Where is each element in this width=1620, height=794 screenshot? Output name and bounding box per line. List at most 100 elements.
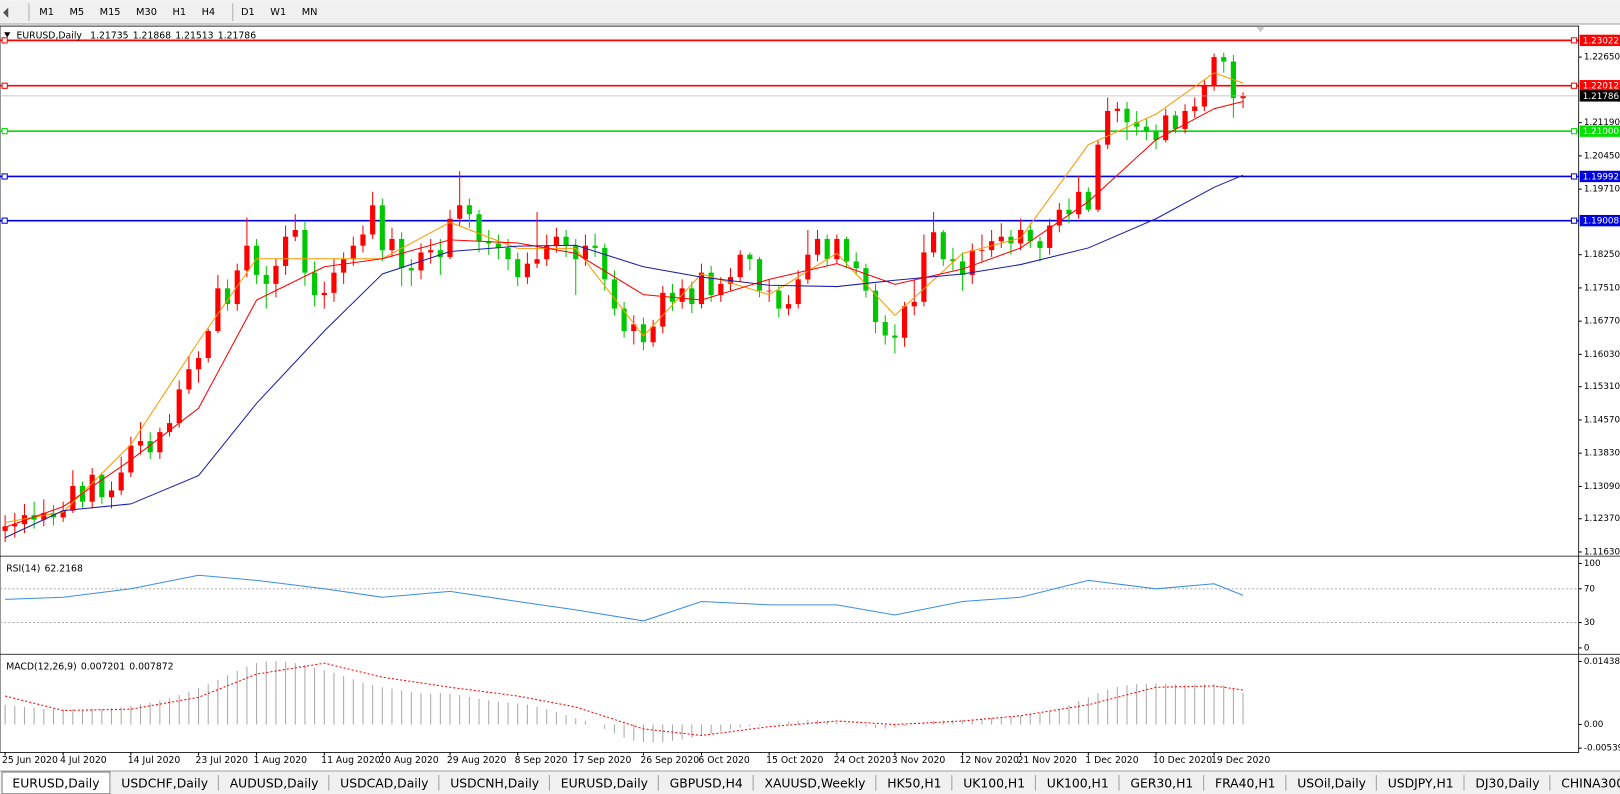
timeframe-label[interactable]: H4 [202, 7, 216, 18]
candle-body [901, 306, 908, 338]
candle-body [1153, 131, 1159, 141]
tab[interactable]: FRA40,H1 [1204, 772, 1287, 794]
tab-bg[interactable] [754, 772, 876, 794]
candle-body [1124, 108, 1130, 123]
panel-title: MACD(12,26,9) 0.007201 0.007872 [6, 661, 173, 672]
tab-bg[interactable] [439, 772, 550, 794]
tab-label[interactable]: HK50,H1 [887, 775, 941, 790]
timeframe-button[interactable]: M5 [69, 7, 84, 18]
tab[interactable]: USDCAD,Daily [329, 772, 440, 794]
candle-body [553, 236, 559, 246]
tab[interactable]: GBPUSD,H4 [659, 772, 754, 794]
tab-bg[interactable] [110, 772, 219, 794]
tab[interactable]: USOil,Daily [1286, 772, 1377, 794]
tab[interactable]: EURUSD,Daily [1, 771, 111, 794]
panel-title-name: MACD(12,26,9) [6, 661, 76, 672]
tab-bg[interactable] [1286, 772, 1377, 794]
tab-label[interactable]: USOil,Daily [1297, 775, 1366, 790]
timeframe-label[interactable]: W1 [270, 7, 286, 18]
tab-label[interactable]: XAUUSD,Weekly [764, 775, 865, 790]
tab-label[interactable]: EURUSD,Daily [12, 775, 99, 790]
tab-bg[interactable] [659, 772, 754, 794]
chart-panel [4, 660, 1244, 743]
tab-label[interactable]: USDJPY,H1 [1388, 775, 1454, 790]
tab-label[interactable]: GBPUSD,H4 [670, 775, 743, 790]
tab-bg[interactable] [550, 772, 659, 794]
candle-body [437, 250, 443, 257]
timeframe-label[interactable]: M5 [69, 7, 84, 18]
candle-body [1163, 115, 1169, 141]
candle-body [176, 389, 182, 424]
tab[interactable]: USDJPY,H1 [1377, 772, 1465, 794]
tab-label[interactable]: AUDUSD,Daily [230, 775, 319, 790]
timeframe-label[interactable]: H1 [172, 7, 186, 18]
tab-bg[interactable] [1377, 772, 1464, 794]
timeframe-label[interactable]: D1 [241, 7, 255, 18]
timeframe-button[interactable]: MN [302, 7, 318, 18]
timeframe-button[interactable]: M30 [136, 7, 157, 18]
tab-label[interactable]: UK100,H1 [963, 775, 1025, 790]
tab-bg[interactable] [1204, 772, 1286, 794]
y-tick-label: 1.12370 [1584, 514, 1620, 524]
candle-body [660, 292, 666, 327]
indicator-value: 0.007872 [129, 661, 173, 672]
tab[interactable]: DJ30,Daily [1465, 772, 1551, 794]
tab-bg[interactable] [952, 772, 1036, 794]
candle-body [1037, 241, 1043, 248]
candle-body [137, 441, 144, 446]
tab[interactable]: HK50,H1 [876, 772, 953, 794]
candle-body [582, 245, 588, 260]
tab-label[interactable]: USDCHF,Daily [121, 775, 208, 790]
candle-body [843, 238, 850, 262]
timeframe-label[interactable]: MN [302, 7, 318, 18]
candle-body [341, 259, 347, 273]
tab-label[interactable]: CHINA300,H1 [1561, 775, 1620, 790]
tab-bg[interactable] [1550, 772, 1620, 794]
timeframe-label[interactable]: M1 [39, 7, 54, 18]
x-tick-label: 6 Oct 2020 [698, 755, 750, 766]
candle-body [408, 268, 414, 271]
timeframe-button[interactable]: H1 [172, 7, 186, 18]
tab[interactable]: GER30,H1 [1120, 772, 1205, 794]
timeframe-button[interactable]: M15 [100, 7, 121, 18]
shift-marker [1256, 27, 1265, 33]
x-tick-label: 19 Dec 2020 [1211, 755, 1270, 766]
candle-body [505, 247, 511, 260]
tab-label[interactable]: USDCNH,Daily [450, 775, 539, 790]
tab[interactable]: UK100,H1 [952, 772, 1036, 794]
tab-bg[interactable] [219, 772, 329, 794]
timeframe-button[interactable]: D1 [232, 3, 255, 21]
price-axis: 100 70 30 0 [1578, 559, 1601, 653]
tab-label[interactable]: UK100,H1 [1047, 775, 1109, 790]
timeframe-label[interactable]: M15 [100, 7, 121, 18]
tab[interactable]: XAUUSD,Weekly [754, 772, 877, 794]
tab[interactable]: EURUSD,Daily [550, 772, 659, 794]
tab[interactable]: AUDUSD,Daily [219, 772, 330, 794]
tab-label[interactable]: DJ30,Daily [1475, 775, 1539, 790]
timeframe-button[interactable]: H4 [202, 7, 216, 18]
tab[interactable]: UK100,H1 [1036, 772, 1120, 794]
tab[interactable]: USDCNH,Daily [439, 772, 550, 794]
tab-bg[interactable] [1465, 772, 1550, 794]
timeframe-button[interactable]: W1 [270, 7, 286, 18]
tab[interactable]: CHINA300,H1 [1550, 772, 1620, 794]
timeframe-button[interactable]: M1 [39, 7, 54, 18]
candle-body [911, 301, 917, 307]
tab-label[interactable]: EURUSD,Daily [561, 775, 648, 790]
tab-bg[interactable] [1036, 772, 1120, 794]
candle-body [756, 259, 763, 291]
candle-body [592, 245, 598, 248]
candle-body [698, 272, 705, 305]
tab-bg[interactable] [1120, 772, 1204, 794]
tab-bg[interactable] [329, 772, 439, 794]
tab-label[interactable]: USDCAD,Daily [340, 775, 428, 790]
tab-bg[interactable] [876, 772, 952, 794]
tab-label[interactable]: FRA40,H1 [1215, 775, 1276, 790]
tab[interactable]: USDCHF,Daily [110, 772, 219, 794]
timeframe-label[interactable]: M30 [136, 7, 157, 18]
level-label: 1.22012 [1583, 82, 1619, 92]
current-price-label: 1.21786 [1583, 92, 1620, 102]
tab-label[interactable]: GER30,H1 [1130, 775, 1193, 790]
x-tick-label: 1 Aug 2020 [253, 755, 307, 766]
